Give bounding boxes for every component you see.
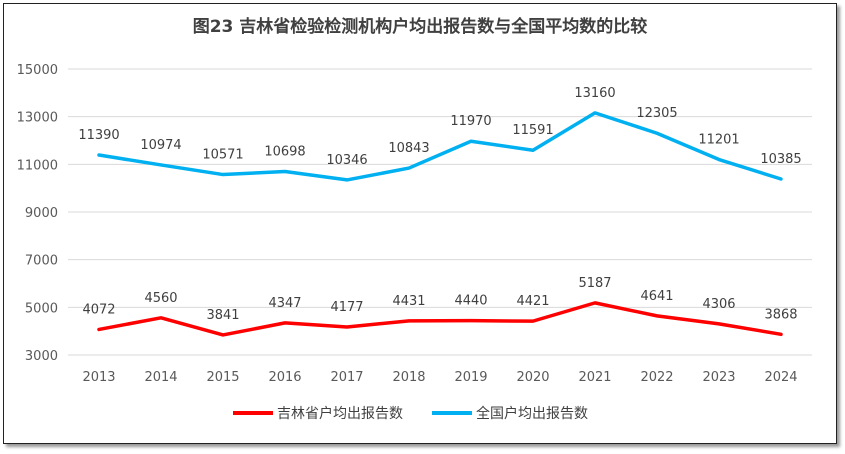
legend-label: 全国户均出报告数 [476,405,588,422]
y-tick-label: 5000 [25,301,58,316]
data-label: 4347 [268,296,301,311]
x-tick-label: 2024 [764,370,797,385]
data-label: 11591 [512,123,553,138]
data-label: 12305 [636,106,677,121]
x-tick-label: 2018 [392,370,425,385]
y-tick-label: 15000 [17,63,58,78]
data-label: 10698 [264,145,305,160]
x-tick-label: 2021 [578,370,611,385]
data-label: 11390 [78,128,119,143]
data-label: 4421 [516,294,549,309]
data-label: 4306 [702,297,735,312]
data-label: 4072 [82,302,115,317]
x-tick-label: 2020 [516,370,549,385]
x-tick-label: 2022 [640,370,673,385]
data-label: 5187 [578,276,611,291]
x-tick-label: 2017 [330,370,363,385]
data-label: 4641 [640,289,673,304]
data-label: 13160 [574,86,615,101]
data-label: 10974 [140,138,181,153]
data-label: 3868 [764,307,797,322]
data-label: 11970 [450,114,491,129]
data-label: 4431 [392,294,425,309]
series-line-1 [97,111,783,182]
data-label: 4177 [330,300,363,315]
y-tick-label: 3000 [25,349,58,364]
chart-frame [3,3,837,444]
data-label: 10385 [760,152,801,167]
data-label: 3841 [206,308,239,323]
y-tick-label: 7000 [25,254,58,269]
data-label: 10571 [202,148,243,163]
data-label: 11201 [698,133,739,148]
y-tick-label: 11000 [17,158,58,173]
chart-title: 图23 吉林省检验检测机构户均出报告数与全国平均数的比较 [193,16,648,37]
x-tick-label: 2013 [82,370,115,385]
legend-label: 吉林省户均出报告数 [277,405,403,422]
data-label: 10346 [326,153,367,168]
x-tick-label: 2015 [206,370,239,385]
x-tick-label: 2023 [702,370,735,385]
x-tick-label: 2014 [144,370,177,385]
x-tick-label: 2016 [268,370,301,385]
series-line-0 [97,301,783,337]
data-label: 4440 [454,294,487,309]
y-tick-label: 9000 [25,206,58,221]
data-label: 10843 [388,141,429,156]
y-tick-label: 13000 [17,111,58,126]
data-label: 4560 [144,291,177,306]
x-tick-label: 2019 [454,370,487,385]
